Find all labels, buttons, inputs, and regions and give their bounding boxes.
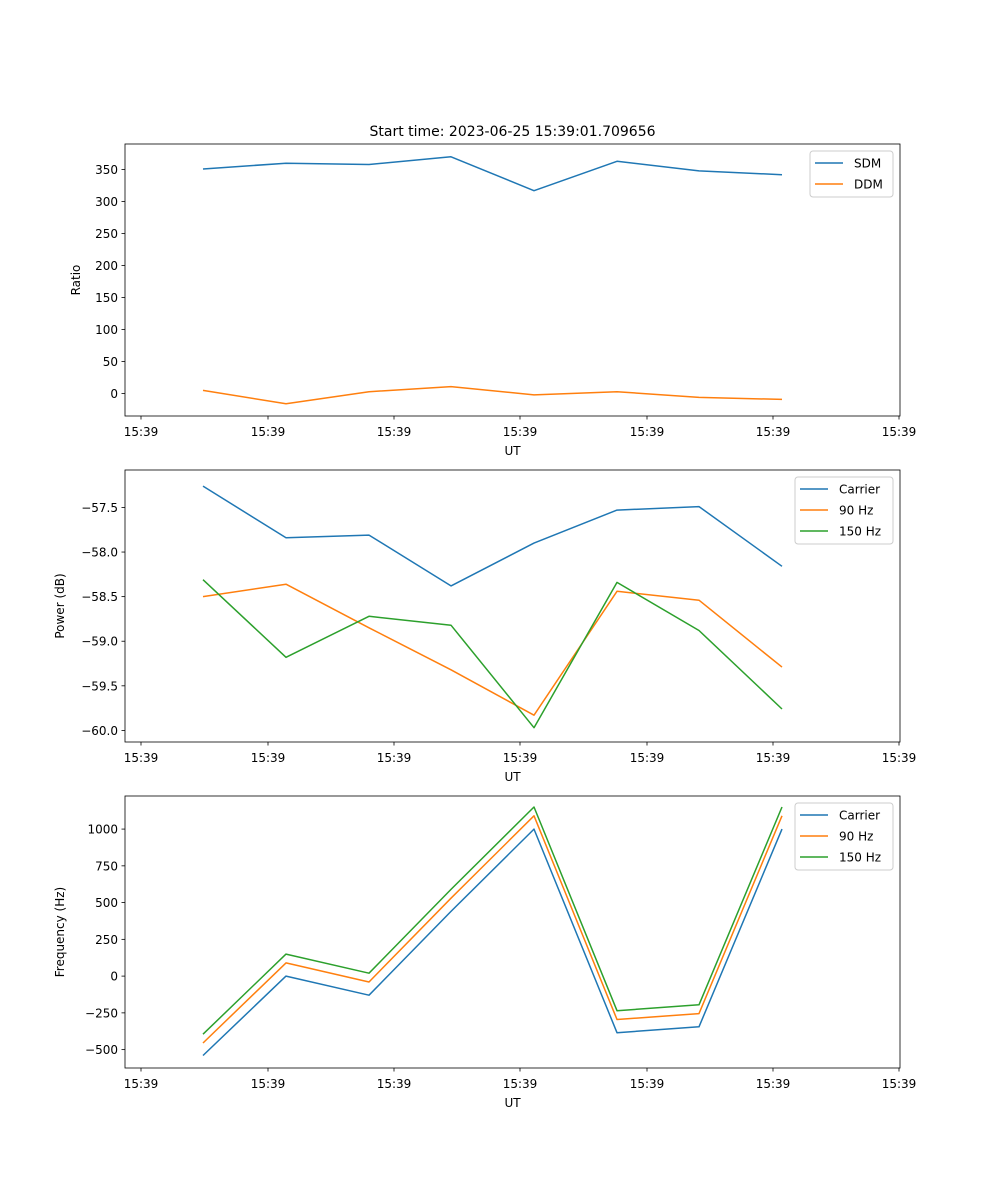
y-tick-label: −57.5: [81, 501, 118, 515]
x-axis-label: UT: [504, 444, 521, 458]
y-tick-label: −60.0: [81, 724, 118, 738]
x-tick-label: 15:39: [503, 425, 538, 439]
y-tick-label: 250: [95, 227, 118, 241]
chart-panels: 0 50 100 150 200 250 300 350 15:39 15:39 15:39 15:3…: [53, 143, 917, 1110]
legend-label-90-hz: 90 Hz: [839, 504, 873, 518]
x-tick-label: 15:39: [756, 1077, 791, 1091]
y-tick-label: 100: [95, 323, 118, 337]
series-line-90-hz: [202, 583, 783, 716]
x-tick-label: 15:39: [251, 1077, 286, 1091]
y-tick-label: 500: [95, 896, 118, 910]
y-tick-label: 350: [95, 163, 118, 177]
x-axis-label: UT: [504, 1096, 521, 1110]
x-tick-label: 15:39: [377, 425, 412, 439]
legend-label-ddm: DDM: [854, 178, 883, 192]
x-tick-label: 15:39: [124, 1077, 159, 1091]
legend-label-150-hz: 150 Hz: [839, 851, 881, 865]
y-tick-label: 0: [110, 387, 118, 401]
y-tick-label: −58.5: [81, 590, 118, 604]
series-line-150-hz: [202, 806, 783, 1035]
chart-panel-3: −500 −250 0 250 500 750 1000 15:39 15:39 15:39 15:…: [53, 795, 917, 1110]
y-tick-label: 200: [95, 259, 118, 273]
y-axis-label: Ratio: [69, 265, 83, 296]
y-tick-label: −58.0: [81, 546, 118, 560]
x-tick-label: 15:39: [630, 751, 665, 765]
x-axis-label: UT: [504, 770, 521, 784]
legend-label-90-hz: 90 Hz: [839, 830, 873, 844]
legend-label-carrier: Carrier: [839, 483, 880, 497]
x-tick-label: 15:39: [882, 751, 917, 765]
x-tick-label: 15:39: [503, 751, 538, 765]
x-tick-label: 15:39: [124, 751, 159, 765]
legend-box: [794, 476, 894, 545]
y-axis-label: Power (dB): [53, 573, 67, 638]
y-tick-label: −500: [85, 1043, 118, 1057]
x-tick-label: 15:39: [251, 425, 286, 439]
y-tick-label: 50: [103, 355, 118, 369]
legend-label-sdm: SDM: [854, 157, 881, 171]
x-tick-label: 15:39: [882, 425, 917, 439]
legend: Carrier 90 Hz 150 Hz: [794, 802, 894, 871]
x-tick-label: 15:39: [630, 425, 665, 439]
x-tick-label: 15:39: [503, 1077, 538, 1091]
plot-frame: [124, 795, 901, 1069]
y-tick-label: −250: [85, 1006, 118, 1020]
x-tick-label: 15:39: [882, 1077, 917, 1091]
series-line-carrier: [202, 828, 783, 1057]
series-line-ddm: [202, 385, 783, 405]
series-line-90-hz: [202, 815, 783, 1044]
legend: Carrier 90 Hz 150 Hz: [794, 476, 894, 545]
y-tick-label: −59.5: [81, 679, 118, 693]
legend-label-150-hz: 150 Hz: [839, 525, 881, 539]
y-tick-label: 1000: [87, 823, 118, 837]
plot-frame: [124, 143, 901, 417]
chart-panel-1: 0 50 100 150 200 250 300 350 15:39 15:39 15:39 15:3…: [69, 143, 917, 458]
legend: SDM DDM: [809, 150, 894, 198]
y-axis-label: Frequency (Hz): [53, 887, 67, 978]
y-tick-label: 0: [110, 970, 118, 984]
y-tick-label: 300: [95, 195, 118, 209]
plot-frame: [124, 469, 901, 743]
x-tick-label: 15:39: [377, 751, 412, 765]
legend-box: [794, 802, 894, 871]
x-tick-label: 15:39: [756, 751, 791, 765]
y-tick-label: 250: [95, 933, 118, 947]
y-tick-label: −59.0: [81, 635, 118, 649]
chart-title: Start time: 2023-06-25 15:39:01.709656: [369, 124, 655, 140]
series-line-sdm: [202, 156, 783, 192]
series-line-carrier: [202, 485, 783, 587]
x-tick-label: 15:39: [377, 1077, 412, 1091]
legend-label-carrier: Carrier: [839, 809, 880, 823]
x-tick-label: 15:39: [124, 425, 159, 439]
x-tick-label: 15:39: [630, 1077, 665, 1091]
y-tick-label: 750: [95, 859, 118, 873]
x-tick-label: 15:39: [251, 751, 286, 765]
x-tick-label: 15:39: [756, 425, 791, 439]
y-tick-label: 150: [95, 291, 118, 305]
series-line-150-hz: [202, 579, 783, 729]
chart-panel-2: −60.0 −59.5 −59.0 −58.5 −58.0 −57.5 15:39 15:39…: [53, 469, 917, 784]
